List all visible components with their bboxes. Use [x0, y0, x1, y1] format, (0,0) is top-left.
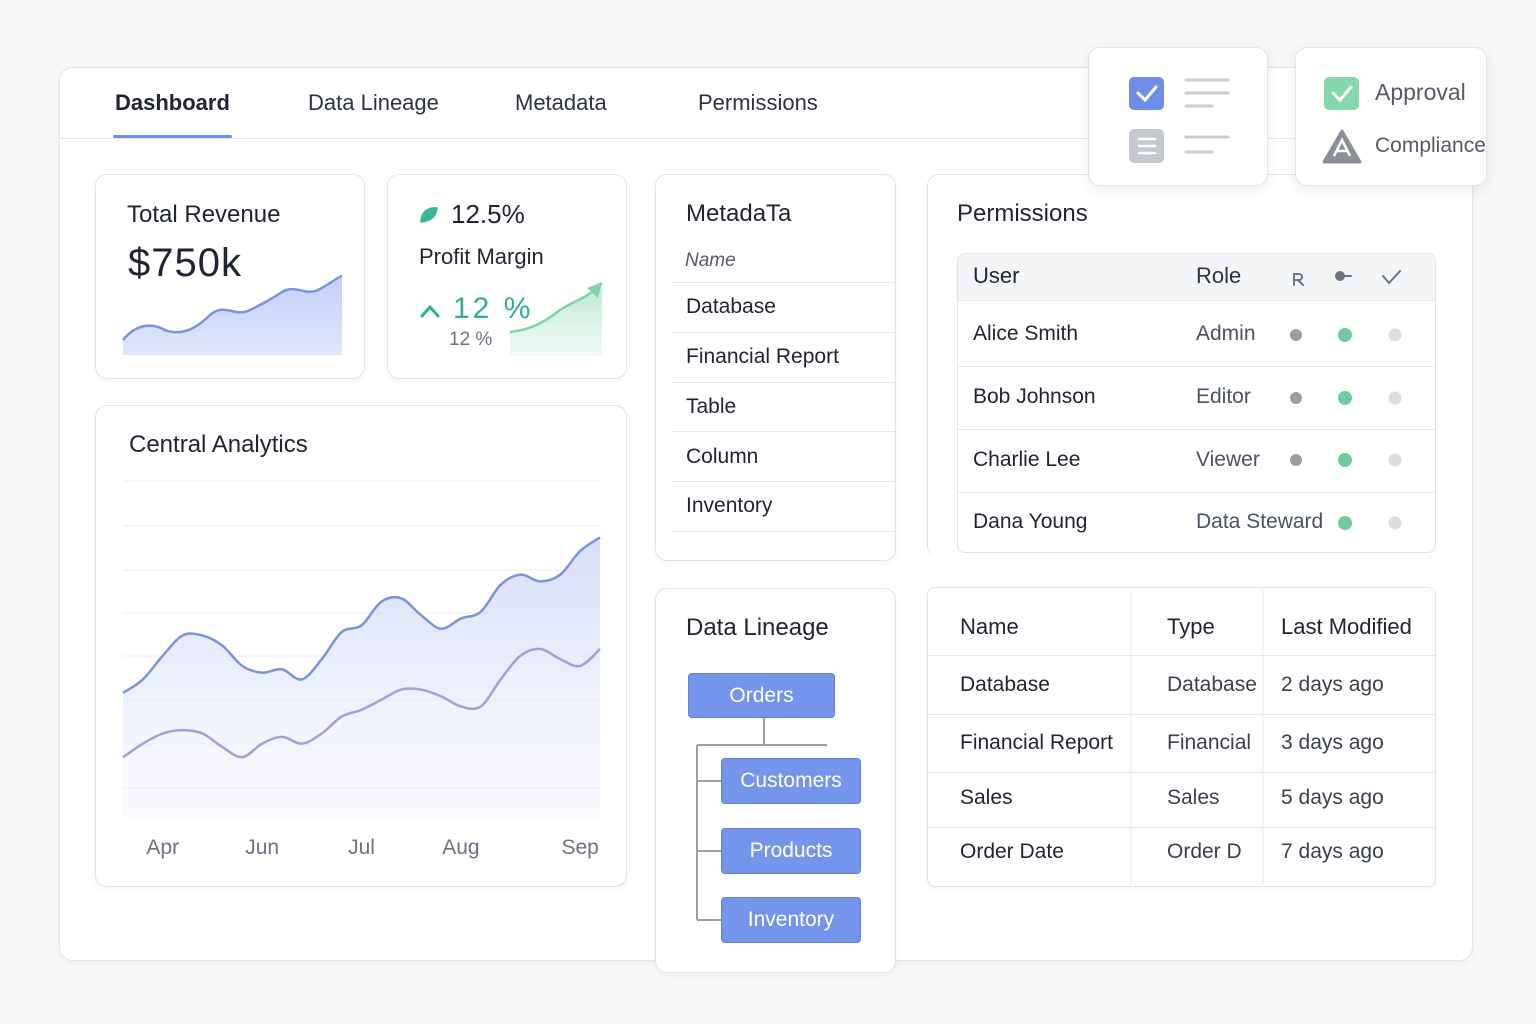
lineage-node[interactable]: Inventory [721, 897, 861, 943]
user-name: Dana Young [973, 510, 1088, 534]
row-divider [671, 530, 896, 532]
row-divider [671, 381, 896, 383]
status-item: Compliance [1375, 134, 1486, 158]
row-divider [958, 492, 1435, 493]
file-cell: 3 days ago [1281, 731, 1384, 755]
tab[interactable]: Data Lineage [308, 89, 439, 115]
active-tab-underline [113, 135, 232, 138]
row-divider [671, 481, 896, 483]
file-cell: 2 days ago [1281, 673, 1384, 697]
column-header: Type [1167, 613, 1215, 639]
chart-title: Central Analytics [129, 430, 308, 458]
permissions-table [957, 253, 1436, 553]
row-divider [958, 366, 1435, 367]
status-item: Approval [1375, 79, 1466, 106]
metadata-row: Financial Report [686, 345, 839, 369]
metadata-row: Database [686, 295, 776, 319]
tab[interactable]: Dashboard [115, 89, 230, 115]
column-header: Name [960, 613, 1019, 639]
metadata-row: Column [686, 444, 759, 468]
row-divider [671, 431, 896, 433]
metadata-row: Table [686, 394, 737, 418]
user-role: Admin [1196, 322, 1256, 346]
column-header: Name [685, 249, 736, 271]
card-title: Total Revenue [127, 200, 281, 228]
analytics-card [95, 405, 627, 887]
metadata-card [655, 174, 896, 561]
file-cell: Sales [1167, 786, 1220, 810]
card-title: MetadaTa [686, 199, 792, 227]
column-header: Last Modified [1281, 613, 1412, 639]
tab[interactable]: Permissions [698, 89, 818, 115]
file-cell: 7 days ago [1281, 840, 1384, 864]
lineage-node[interactable]: Customers [721, 758, 861, 804]
row-divider [928, 827, 1435, 828]
file-cell: Order D [1167, 840, 1242, 864]
row-divider [928, 772, 1435, 773]
row-divider [928, 714, 1435, 715]
profit-label: Profit Margin [419, 243, 544, 269]
revenue-value: $750k [128, 241, 242, 285]
user-role: Data Steward [1196, 510, 1324, 534]
tab[interactable]: Metadata [515, 89, 607, 115]
user-name: Charlie Lee [973, 448, 1081, 472]
status-card [1295, 47, 1487, 186]
column-header: User [973, 262, 1020, 288]
files-table [927, 587, 1436, 887]
row-divider [671, 332, 896, 333]
permissions-header-bg [958, 254, 1435, 300]
user-role: Editor [1196, 385, 1251, 409]
file-cell: Sales [960, 786, 1013, 810]
task-card [1088, 47, 1268, 186]
file-cell: 5 days ago [1281, 786, 1384, 810]
file-cell: Financial Report [960, 731, 1113, 755]
metadata-row: Inventory [686, 494, 773, 518]
file-cell: Database [960, 673, 1050, 697]
column-header: Role [1196, 262, 1242, 288]
lineage-node[interactable]: Orders [688, 673, 835, 718]
row-divider [958, 429, 1435, 430]
row-divider [671, 282, 896, 283]
card-title: Data Lineage [686, 613, 829, 641]
row-divider [958, 300, 1435, 301]
file-cell: Database [1167, 673, 1257, 697]
card-title: Permissions [957, 199, 1088, 227]
profit-sub: 12 % [449, 328, 493, 350]
file-cell: Financial [1167, 731, 1252, 755]
row-divider [928, 655, 1435, 656]
profit-change: 12 % [453, 291, 534, 325]
lineage-node[interactable]: Products [721, 828, 861, 874]
profit-value: 12.5% [451, 198, 525, 229]
user-name: Bob Johnson [973, 385, 1096, 409]
user-role: Viewer [1196, 448, 1260, 472]
file-cell: Order Date [960, 840, 1064, 864]
user-name: Alice Smith [973, 322, 1079, 346]
tab-divider [60, 138, 1472, 139]
